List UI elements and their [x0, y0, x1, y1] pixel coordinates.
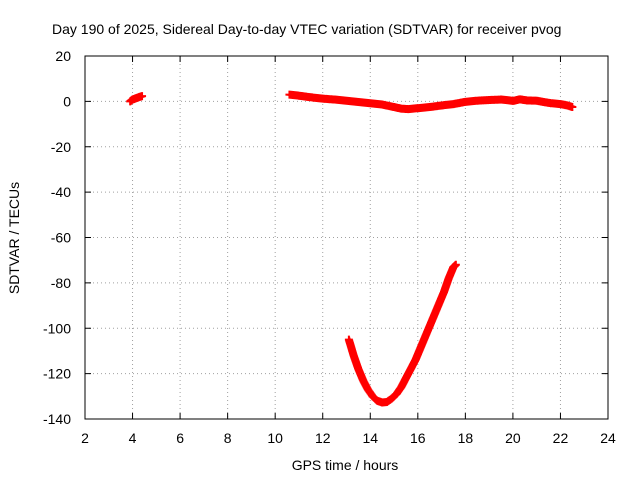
chart-title: Day 190 of 2025, Sidereal Day-to-day VTE… — [52, 21, 561, 37]
x-tick-label: 14 — [362, 430, 378, 446]
x-tick-label: 20 — [505, 430, 521, 446]
y-tick-label: -80 — [51, 275, 71, 291]
x-tick-label: 12 — [315, 430, 331, 446]
axis-ticks — [84, 55, 609, 420]
x-tick-label: 16 — [410, 430, 426, 446]
grid-lines — [85, 56, 608, 419]
data-series-markers — [126, 92, 147, 106]
data-points — [126, 90, 577, 407]
x-tick-label: 2 — [81, 430, 89, 446]
y-tick-label: -140 — [43, 411, 71, 427]
x-tick-label: 6 — [176, 430, 184, 446]
x-tick-label: 24 — [600, 430, 616, 446]
y-tick-label: 20 — [55, 48, 71, 64]
data-series-markers — [285, 90, 577, 114]
x-tick-label: 18 — [458, 430, 474, 446]
x-tick-label: 4 — [129, 430, 137, 446]
y-tick-label: -20 — [51, 139, 71, 155]
x-tick-label: 10 — [267, 430, 283, 446]
y-tick-label: -120 — [43, 366, 71, 382]
y-tick-label: -100 — [43, 320, 71, 336]
y-tick-label: -40 — [51, 184, 71, 200]
y-tick-label: 0 — [63, 93, 71, 109]
data-series-markers — [344, 260, 460, 407]
x-axis-tick-labels: 2 4 6 8 10 12 14 16 18 20 22 24 — [81, 430, 616, 446]
y-tick-label: -60 — [51, 230, 71, 246]
y-axis-tick-labels: 20 0 -20 -40 -60 -80 -100 -120 -140 — [43, 48, 71, 427]
x-axis-label: GPS time / hours — [292, 457, 399, 473]
x-tick-label: 8 — [224, 430, 232, 446]
y-axis-label: SDTVAR / TECUs — [6, 182, 22, 294]
x-tick-label: 22 — [553, 430, 569, 446]
